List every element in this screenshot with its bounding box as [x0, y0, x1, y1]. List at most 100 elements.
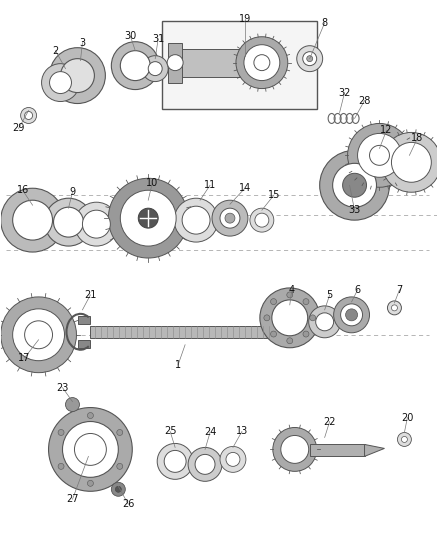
Text: 9: 9: [69, 187, 75, 197]
Bar: [168, 43, 182, 83]
Circle shape: [287, 338, 293, 344]
Circle shape: [182, 206, 210, 234]
Circle shape: [226, 453, 240, 466]
Text: 23: 23: [57, 383, 69, 393]
Text: 8: 8: [321, 18, 328, 28]
Circle shape: [271, 298, 276, 305]
Circle shape: [297, 46, 323, 71]
Text: 17: 17: [18, 353, 31, 363]
Text: 13: 13: [236, 426, 248, 437]
Circle shape: [13, 309, 64, 361]
Circle shape: [244, 45, 280, 80]
Circle shape: [316, 313, 334, 331]
Circle shape: [174, 198, 218, 242]
Circle shape: [120, 51, 150, 80]
Circle shape: [370, 146, 389, 165]
Bar: [78, 316, 90, 324]
Text: 1: 1: [175, 360, 181, 370]
Circle shape: [82, 210, 110, 238]
Circle shape: [392, 142, 431, 182]
Circle shape: [401, 437, 407, 442]
Circle shape: [42, 63, 79, 101]
Circle shape: [25, 111, 32, 119]
Circle shape: [195, 455, 215, 474]
Circle shape: [130, 200, 166, 236]
Circle shape: [74, 202, 118, 246]
Text: 12: 12: [380, 125, 392, 135]
Circle shape: [49, 71, 71, 94]
Circle shape: [25, 321, 53, 349]
Circle shape: [63, 422, 118, 478]
Circle shape: [264, 315, 270, 321]
Polygon shape: [270, 326, 290, 338]
Circle shape: [381, 132, 438, 192]
Circle shape: [343, 173, 367, 197]
Text: 27: 27: [66, 494, 79, 504]
Circle shape: [111, 482, 125, 496]
Circle shape: [225, 213, 235, 223]
Circle shape: [348, 124, 411, 187]
Text: 22: 22: [323, 416, 336, 426]
Circle shape: [212, 200, 248, 236]
Circle shape: [320, 150, 389, 220]
Circle shape: [272, 300, 308, 336]
Circle shape: [307, 55, 313, 62]
Circle shape: [220, 208, 240, 228]
Circle shape: [58, 430, 64, 435]
Circle shape: [260, 288, 320, 348]
Circle shape: [120, 190, 176, 246]
Circle shape: [13, 200, 53, 240]
Circle shape: [142, 55, 168, 82]
Circle shape: [88, 480, 93, 486]
Circle shape: [341, 304, 363, 326]
Circle shape: [255, 213, 269, 227]
Circle shape: [397, 432, 411, 447]
Bar: [90, 326, 280, 338]
Bar: [162, 21, 317, 109]
Text: 24: 24: [204, 427, 216, 438]
Text: 20: 20: [401, 413, 413, 423]
Circle shape: [303, 52, 317, 66]
Circle shape: [357, 133, 401, 177]
Circle shape: [310, 315, 316, 321]
Text: 15: 15: [268, 190, 280, 200]
Circle shape: [250, 208, 274, 232]
Text: 2: 2: [53, 46, 59, 55]
Circle shape: [157, 443, 193, 479]
Text: 11: 11: [204, 180, 216, 190]
Circle shape: [334, 297, 370, 333]
Circle shape: [332, 163, 377, 207]
Circle shape: [388, 301, 401, 315]
Circle shape: [281, 435, 309, 463]
Text: 26: 26: [122, 499, 134, 509]
Bar: [170, 49, 250, 77]
Circle shape: [1, 188, 64, 252]
Circle shape: [49, 408, 132, 491]
Circle shape: [254, 55, 270, 71]
Text: 14: 14: [239, 183, 251, 193]
Text: 33: 33: [349, 205, 361, 215]
Text: 3: 3: [79, 38, 85, 48]
Circle shape: [309, 306, 341, 338]
Circle shape: [164, 450, 186, 472]
Circle shape: [1, 297, 77, 373]
Text: 5: 5: [326, 290, 333, 300]
Circle shape: [271, 331, 276, 337]
Circle shape: [53, 207, 83, 237]
Circle shape: [273, 427, 317, 471]
Text: 29: 29: [12, 124, 25, 133]
Circle shape: [392, 305, 397, 311]
Circle shape: [58, 463, 64, 470]
Text: 28: 28: [358, 95, 371, 106]
Circle shape: [167, 55, 183, 71]
Circle shape: [111, 42, 159, 90]
Text: 30: 30: [124, 31, 136, 41]
Circle shape: [21, 108, 37, 124]
Circle shape: [303, 298, 309, 305]
Bar: [78, 340, 90, 348]
Circle shape: [188, 447, 222, 481]
Text: 7: 7: [396, 285, 403, 295]
Circle shape: [236, 37, 288, 88]
Circle shape: [148, 62, 162, 76]
Text: 19: 19: [239, 14, 251, 24]
